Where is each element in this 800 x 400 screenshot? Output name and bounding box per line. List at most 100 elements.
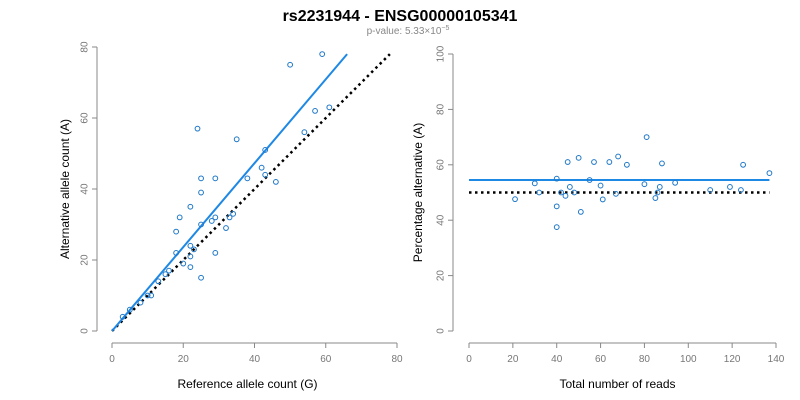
pct-data-point (586, 177, 593, 183)
allele-x-axis-label: Reference allele count (G) (177, 377, 317, 391)
pct-data-point (564, 159, 571, 165)
allele-x-tick-label: 20 (178, 354, 190, 365)
allele-data-point (287, 61, 294, 68)
allele-data-point (233, 136, 240, 143)
allele-data-point (301, 129, 308, 136)
allele-data-point (198, 175, 204, 182)
allele-y-tick-label: 0 (80, 328, 91, 334)
allele-data-point (312, 108, 318, 114)
allele-data-point (187, 203, 194, 210)
pct-x-tick-label: 140 (768, 354, 785, 365)
allele-data-point (191, 246, 197, 253)
pct-data-point (599, 196, 606, 203)
allele-data-point (119, 313, 126, 320)
pct-data-point (727, 184, 733, 190)
allele-data-point (173, 250, 180, 256)
pct-data-point (643, 134, 650, 141)
pct-y-tick-label: 0 (436, 328, 447, 334)
allele-data-point (212, 250, 219, 256)
allele-data-point (144, 292, 151, 299)
pct-data-point (606, 159, 613, 165)
pct-x-tick-label: 60 (595, 354, 607, 365)
pct-x-axis-label: Total number of reads (559, 377, 675, 391)
pct-data-point (672, 179, 679, 186)
pct-data-point (577, 208, 584, 215)
allele-data-point (180, 260, 187, 267)
pct-data-point (641, 181, 648, 188)
pct-data-point (613, 190, 619, 197)
allele-data-point (208, 218, 215, 224)
pct-y-tick-label: 80 (436, 103, 447, 115)
pct-data-point (566, 184, 573, 190)
pct-data-point (615, 153, 622, 160)
allele-y-tick-label: 60 (80, 112, 91, 124)
pct-x-tick-label: 20 (507, 354, 519, 365)
allele-y-axis-label: Alternative allele count (A) (58, 119, 72, 259)
pct-x-tick-label: 40 (551, 354, 563, 365)
allele-data-point (155, 278, 162, 285)
allele-x-tick-label: 40 (249, 354, 261, 365)
pct-data-point (553, 175, 560, 182)
allele-data-point (126, 306, 133, 313)
allele-reference-line (111, 53, 391, 332)
allele-data-point (262, 171, 269, 178)
allele-x-tick-label: 60 (320, 354, 332, 365)
allele-data-point (198, 274, 204, 281)
allele-data-point (173, 228, 180, 235)
allele-data-point (176, 214, 183, 221)
pvalue-mantissa: 5.33×10 (405, 26, 442, 37)
pct-data-point (553, 203, 560, 210)
allele-data-point (148, 292, 155, 299)
allele-fit-line (111, 53, 348, 332)
pct-data-point (652, 195, 659, 201)
allele-data-point (319, 51, 326, 57)
allele-data-point (187, 264, 194, 271)
pct-data-point (597, 182, 604, 189)
pct-data-point (558, 189, 564, 196)
allele-data-point (198, 221, 204, 228)
pct-data-point (553, 224, 560, 231)
pvalue-label: p-value: (367, 26, 405, 37)
pct-data-point (562, 192, 569, 199)
pct-data-point (571, 189, 578, 196)
pct-data-point (536, 189, 543, 196)
allele-data-point (244, 175, 251, 182)
pct-data-point (740, 161, 747, 168)
allele-data-point (212, 175, 219, 182)
pct-data-point (531, 180, 538, 187)
allele-data-point (187, 253, 194, 260)
pct-y-tick-label: 40 (436, 214, 447, 226)
allele-y-tick-label: 80 (80, 41, 91, 53)
allele-data-point (258, 164, 265, 171)
figure-title: rs2231944 - ENSG00000105341 (283, 8, 518, 25)
pct-data-point (707, 187, 714, 193)
pct-y-tick-label: 100 (436, 45, 447, 62)
pct-data-point (512, 196, 518, 203)
allele-x-tick-label: 80 (391, 354, 403, 365)
pct-x-tick-label: 100 (680, 354, 697, 365)
pct-x-tick-label: 80 (639, 354, 651, 365)
allele-data-point (230, 210, 237, 217)
pct-data-point (656, 184, 663, 190)
pct-data-point (591, 159, 597, 165)
pct-x-tick-label: 120 (724, 354, 741, 365)
allele-data-point (166, 267, 172, 274)
allele-data-point (226, 214, 233, 221)
allele-count-panel: 0 20 40 60 80 0 20 40 60 80 Reference allele count… (58, 41, 403, 391)
pvalue-text: p-value: 5.33×10−5 (367, 25, 450, 37)
pct-data-point (766, 170, 773, 177)
pct-y-tick-label: 60 (436, 159, 447, 171)
pct-y-tick-label: 20 (436, 270, 447, 282)
pct-data-point (575, 154, 582, 161)
pvalue-exponent: −5 (441, 25, 449, 32)
pct-data-point (738, 187, 744, 193)
percentage-panel: 0 20 40 60 80 100 120 140 0 20 40 60 80 100 Total numb… (411, 45, 785, 391)
allele-data-point (162, 271, 169, 278)
allele-y-tick-label: 20 (80, 254, 91, 266)
pct-data-point (654, 189, 661, 196)
allele-data-point (223, 225, 229, 231)
allele-data-point (198, 189, 204, 196)
allele-data-point (272, 179, 279, 185)
allele-data-point (187, 242, 194, 249)
